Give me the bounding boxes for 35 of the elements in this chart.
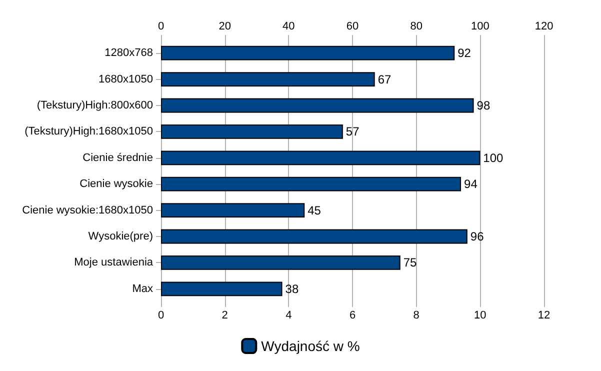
x-tick-label: 12 <box>538 310 550 322</box>
data-label: 67 <box>378 72 392 86</box>
x2-tick-label: 0 <box>158 20 164 32</box>
y-tick-label: Cienie średnie <box>82 152 153 164</box>
x2-tick-label: 20 <box>218 20 231 32</box>
legend-label: Wydajność w % <box>261 338 360 354</box>
data-label: 75 <box>403 256 418 270</box>
data-label: 96 <box>470 230 484 244</box>
x-tick-label: 0 <box>158 310 164 322</box>
data-label: 98 <box>476 98 490 112</box>
y-tick-label: Cienie wysokie <box>80 178 153 190</box>
y-tick-label: Cienie wysokie:1680x1050 <box>22 204 153 216</box>
y-tick-label: 1680x1050 <box>98 73 153 86</box>
x2-tick-label: 100 <box>470 20 490 32</box>
data-label: 45 <box>308 203 322 218</box>
x2-tick-label: 120 <box>534 20 554 32</box>
y-tick-label: Max <box>132 282 154 295</box>
y-tick-label: (Tekstury)High:1680x1050 <box>24 126 153 138</box>
x2-tick-label: 60 <box>346 20 359 32</box>
data-label: 94 <box>464 177 478 192</box>
x-tick-label: 8 <box>413 310 420 322</box>
x2-tick-label: 80 <box>410 20 422 32</box>
y-tick-label: Moje ustawienia <box>74 256 154 269</box>
y-tick-label: (Tekstury)High:800x600 <box>36 100 153 112</box>
data-label: 100 <box>483 150 504 165</box>
x2-tick-label: 40 <box>282 20 295 32</box>
y-tick-label: Wysokie(pre) <box>88 230 153 242</box>
data-label: 92 <box>458 46 472 60</box>
data-label: 57 <box>346 124 360 139</box>
data-label: 38 <box>285 282 299 296</box>
x-tick-label: 6 <box>349 310 356 322</box>
y-tick-label: 1280x768 <box>104 47 153 60</box>
x-tick-label: 2 <box>222 310 228 322</box>
x-tick-label: 4 <box>286 310 292 322</box>
x-tick-label: 10 <box>474 310 486 322</box>
